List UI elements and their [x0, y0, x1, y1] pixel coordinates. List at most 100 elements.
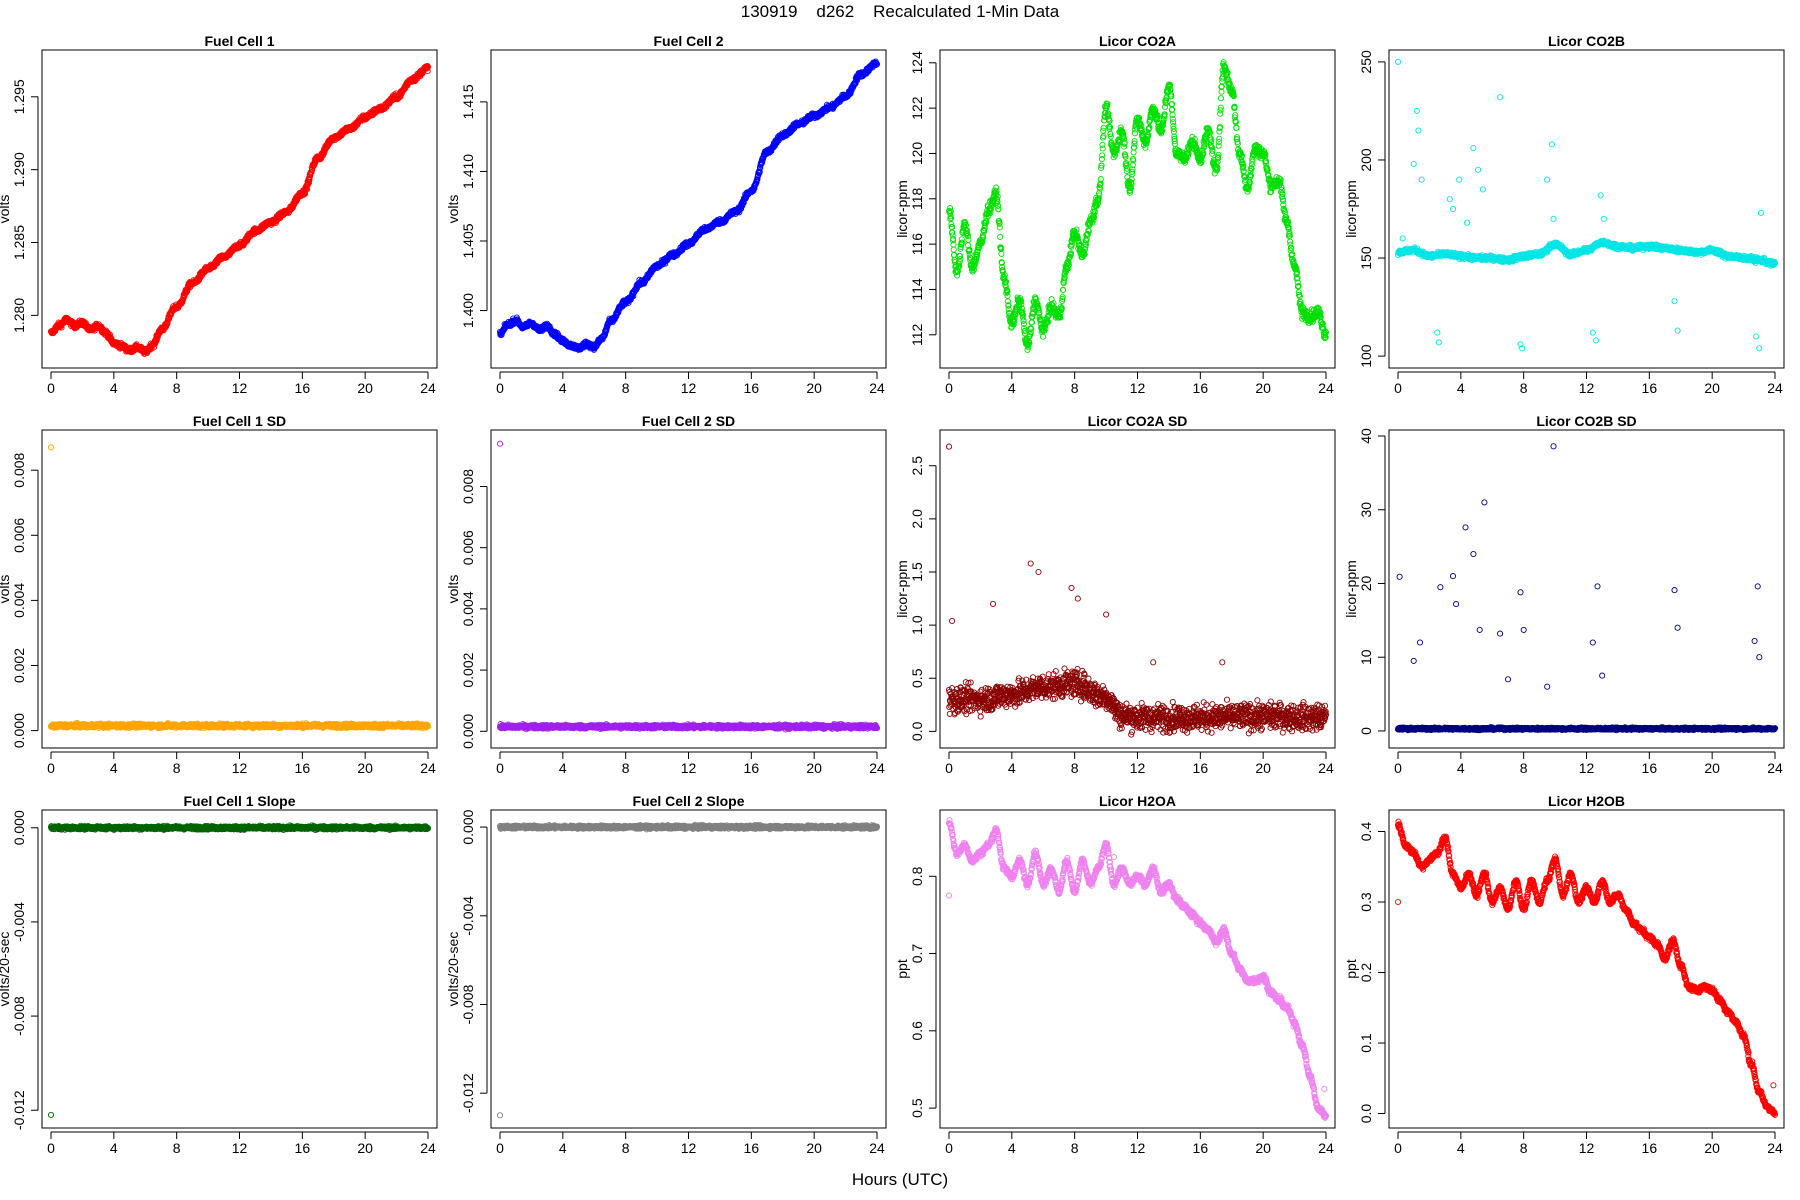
plot-frame [41, 49, 438, 369]
data-point [1322, 329, 1330, 336]
data-point [1261, 150, 1268, 157]
data-point [1198, 158, 1205, 165]
data-point [966, 246, 973, 253]
data-point [1206, 129, 1214, 136]
data-point [1295, 283, 1302, 290]
data-point [1131, 138, 1138, 145]
data-point [981, 222, 988, 229]
data-point [1026, 339, 1033, 347]
data-point [1294, 279, 1301, 286]
data-point [1215, 151, 1222, 158]
data-point [1083, 235, 1090, 242]
data-point [996, 224, 1003, 231]
data-point [946, 209, 953, 216]
y-tick-label: 1.415 [460, 84, 476, 119]
data-point [1068, 241, 1075, 248]
data-point [951, 251, 958, 258]
data-point [966, 250, 973, 257]
data-point [1035, 307, 1042, 314]
data-point [1001, 272, 1008, 279]
data-point [1059, 293, 1066, 301]
data-point [1168, 93, 1175, 100]
y-tick-label: 122 [909, 96, 925, 120]
data-point [1020, 320, 1027, 327]
data-point [1161, 103, 1169, 111]
data-point [1184, 152, 1192, 159]
data-point [1262, 157, 1270, 165]
data-point [1213, 167, 1220, 174]
data-point [1170, 125, 1177, 132]
data-point [949, 229, 956, 236]
data-point [1247, 172, 1254, 179]
data-point [1277, 179, 1284, 186]
data-point [1218, 83, 1225, 90]
y-tick-label: 112 [909, 323, 925, 346]
data-point [1226, 80, 1233, 87]
data-point [1098, 162, 1105, 169]
data-point [1018, 301, 1025, 308]
data-point [424, 68, 431, 75]
data-point [1096, 192, 1103, 199]
data-point [1121, 139, 1128, 146]
data-point [964, 232, 971, 239]
data-point [948, 215, 955, 222]
data-point [983, 218, 990, 225]
data-point [1107, 133, 1114, 140]
data-point [1287, 241, 1294, 248]
data-point [1025, 340, 1032, 348]
data-point [424, 63, 432, 70]
data-point [1233, 124, 1240, 131]
y-tick-label: 1.400 [460, 293, 476, 328]
data-point [959, 239, 966, 246]
data-point [983, 214, 990, 221]
chart-title: Fuel Cell 2 [653, 33, 723, 49]
x-tick-label: 8 [622, 380, 630, 396]
chart-title: Fuel Cell 1 [204, 33, 274, 49]
data-point [1287, 247, 1294, 254]
data-point [996, 220, 1003, 227]
data-point [946, 205, 954, 212]
data-point [1217, 110, 1224, 117]
data-point [1020, 317, 1027, 324]
data-point [1004, 298, 1011, 305]
data-point [1216, 123, 1224, 130]
data-point [630, 293, 637, 300]
y-tick-label: 118 [909, 187, 925, 210]
data-point [1161, 113, 1168, 120]
data-point [1154, 113, 1161, 120]
chart-title: Licor CO2A [1099, 33, 1176, 49]
data-point [947, 208, 954, 215]
data-point [994, 193, 1001, 200]
data-point [1146, 124, 1153, 131]
data-point [1060, 277, 1067, 284]
data-point [1167, 86, 1174, 93]
data-point [1005, 302, 1012, 309]
data-point [1171, 138, 1178, 145]
data-point [1225, 77, 1232, 84]
data-point [956, 253, 964, 260]
x-tick-label: 16 [1193, 380, 1209, 396]
data-point [969, 268, 976, 275]
x-tick-label: 0 [47, 380, 55, 396]
y-tick-label: 114 [909, 278, 925, 301]
data-point [994, 202, 1002, 209]
data-points [496, 58, 881, 353]
data-point [1217, 95, 1225, 102]
y-tick-label: 1.410 [460, 154, 476, 189]
data-point [1137, 121, 1144, 128]
data-point [1286, 232, 1293, 239]
x-tick-label: 8 [1071, 380, 1079, 396]
x-tick-label: 4 [110, 380, 118, 396]
data-point [1231, 103, 1238, 110]
data-point [1106, 117, 1113, 124]
data-point [1099, 152, 1106, 159]
data-point [995, 206, 1002, 213]
chart-title: Licor CO2B [1548, 33, 1625, 49]
data-point [1021, 328, 1028, 335]
data-point [1154, 114, 1161, 121]
chart-panel: Fuel Cell 20 4 8 12 16 20 241.4001.4051.4101.4… [445, 33, 887, 396]
x-tick-label: 12 [1130, 380, 1146, 396]
x-tick-label: 4 [559, 380, 567, 396]
data-point [1143, 140, 1150, 147]
